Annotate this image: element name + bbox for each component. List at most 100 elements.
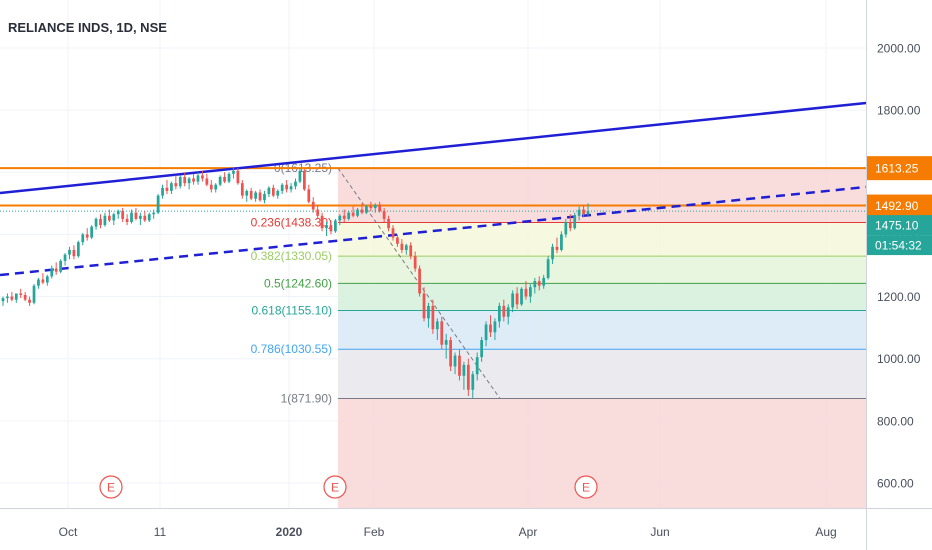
candle-body — [94, 218, 98, 227]
candle-body — [85, 234, 89, 238]
candle-body — [444, 340, 448, 345]
candle-body — [342, 215, 346, 219]
candle-body — [391, 228, 395, 238]
candle-body — [453, 355, 457, 367]
candle-body — [520, 288, 523, 305]
candle-body — [466, 364, 470, 390]
candle-body — [267, 187, 271, 195]
y-axis-tick-label: 1800.00 — [877, 104, 921, 118]
candle-body — [294, 181, 297, 187]
candle-body — [134, 212, 138, 219]
candle-body — [276, 190, 280, 196]
candle-body — [409, 245, 413, 257]
fib-zone — [338, 256, 866, 284]
candle-body — [19, 293, 23, 296]
candle-body — [396, 237, 399, 244]
candle-body — [431, 305, 435, 330]
fib-zone — [338, 349, 866, 399]
candle-body — [68, 249, 71, 255]
candle-body — [338, 215, 342, 221]
candle-body — [360, 209, 364, 213]
candle-body — [285, 184, 289, 190]
price-tag-high: 1613.25 — [875, 162, 919, 176]
candle-body — [6, 296, 9, 299]
candle-body — [307, 189, 311, 202]
candle-body — [156, 195, 160, 213]
candle-body — [280, 184, 284, 191]
candle-body — [537, 281, 541, 286]
candle-body — [480, 340, 484, 358]
candle-body — [103, 215, 107, 226]
candle-body — [369, 206, 373, 209]
candle-body — [214, 184, 218, 190]
upper-trendline — [0, 101, 867, 195]
candle-body — [316, 209, 320, 216]
price-tag-high-bg — [867, 156, 932, 181]
candle-body — [174, 183, 178, 187]
candle-body — [205, 178, 209, 185]
y-axis-tick-label: 1000.00 — [877, 352, 921, 366]
x-axis-tick-label: Aug — [815, 525, 836, 539]
candle-body — [551, 246, 554, 260]
fib-level-label: 0.618(1155.10) — [251, 304, 332, 318]
candle-body — [577, 209, 581, 216]
candle-body — [311, 201, 315, 210]
earnings-marker-label: E — [331, 481, 339, 495]
candle-body — [334, 220, 337, 232]
candle-body — [298, 170, 302, 182]
candle-body — [227, 173, 231, 182]
candle-body — [59, 260, 62, 272]
candle-body — [435, 321, 439, 330]
countdown-tag: 01:54:32 — [875, 239, 922, 253]
y-axis-tick-label: 2000.00 — [877, 42, 921, 56]
candle-body — [404, 245, 408, 250]
candle-body — [178, 176, 182, 187]
candle-body — [152, 212, 156, 215]
earnings-marker — [574, 475, 598, 499]
fib-level-label: 0.786(1030.55) — [251, 342, 332, 356]
candle-body — [546, 259, 550, 278]
candle-body — [418, 268, 421, 294]
fib-level-label: 1(871.90) — [281, 392, 332, 406]
candle-body — [32, 285, 36, 303]
candle-body — [413, 256, 417, 269]
candle-body — [263, 194, 266, 201]
candle-body — [289, 186, 293, 190]
candle-body — [497, 305, 501, 322]
candle-body — [125, 218, 129, 222]
candle-body — [1, 298, 5, 302]
candle-body — [112, 214, 116, 221]
candle-body — [143, 215, 147, 221]
candle-body — [147, 214, 151, 221]
candle-body — [378, 204, 382, 212]
candle-body — [560, 234, 563, 250]
candle-body — [165, 187, 169, 191]
candle-body — [568, 221, 572, 229]
candle-body — [529, 287, 532, 297]
candle-body — [542, 277, 546, 286]
candle-body — [387, 218, 390, 229]
candle-body — [564, 221, 568, 235]
price-tag-last: 1475.10 — [875, 219, 919, 233]
countdown-tag-bg — [867, 235, 932, 256]
x-axis-tick-label: 11 — [154, 525, 167, 539]
candle-body — [209, 184, 213, 190]
x-axis-tick-label: Feb — [364, 525, 385, 539]
fib-zone — [338, 283, 866, 311]
candle-body — [320, 215, 324, 229]
candle-body — [232, 170, 235, 174]
candle-body — [130, 212, 133, 222]
price-tag-mid-bg — [867, 194, 932, 217]
candle-body — [462, 364, 466, 376]
candle-body — [201, 175, 204, 179]
fib-level-label: 0.5(1242.60) — [264, 276, 332, 290]
candle-body — [524, 288, 528, 297]
x-axis-tick-label: Oct — [59, 525, 78, 539]
candle-body — [245, 190, 249, 196]
candle-body — [325, 225, 328, 229]
candle-body — [493, 321, 497, 333]
candle-body — [586, 211, 590, 215]
x-axis-tick-label: Apr — [519, 525, 538, 539]
candle-body — [116, 211, 120, 215]
